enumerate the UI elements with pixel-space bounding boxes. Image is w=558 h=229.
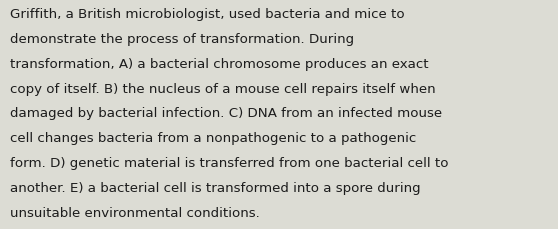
Text: Griffith, a British microbiologist, used bacteria and mice to: Griffith, a British microbiologist, used… <box>10 8 405 21</box>
Text: demonstrate the process of transformation. During: demonstrate the process of transformatio… <box>10 33 354 46</box>
Text: another. E) a bacterial cell is transformed into a spore during: another. E) a bacterial cell is transfor… <box>10 181 421 194</box>
Text: form. D) genetic material is transferred from one bacterial cell to: form. D) genetic material is transferred… <box>10 156 449 169</box>
Text: damaged by bacterial infection. C) DNA from an infected mouse: damaged by bacterial infection. C) DNA f… <box>10 107 442 120</box>
Text: copy of itself. B) the nucleus of a mouse cell repairs itself when: copy of itself. B) the nucleus of a mous… <box>10 82 436 95</box>
Text: unsuitable environmental conditions.: unsuitable environmental conditions. <box>10 206 260 219</box>
Text: cell changes bacteria from a nonpathogenic to a pathogenic: cell changes bacteria from a nonpathogen… <box>10 132 416 145</box>
Text: transformation, A) a bacterial chromosome produces an exact: transformation, A) a bacterial chromosom… <box>10 57 429 71</box>
